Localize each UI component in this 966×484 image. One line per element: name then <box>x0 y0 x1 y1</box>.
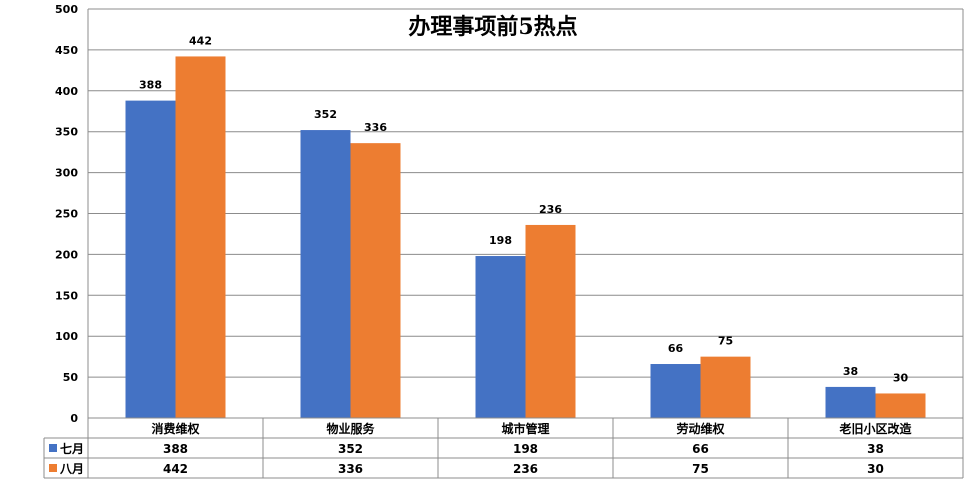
data-label: 66 <box>668 342 684 355</box>
data-label: 388 <box>139 79 162 92</box>
y-tick-label: 450 <box>55 44 78 57</box>
y-tick-label: 0 <box>70 412 78 425</box>
bar <box>300 130 351 418</box>
data-label: 236 <box>539 203 562 216</box>
legend-label: 八月 <box>59 462 84 476</box>
table-cell: 75 <box>692 462 709 476</box>
bar <box>825 386 876 418</box>
bar <box>125 100 176 418</box>
bar <box>525 224 576 418</box>
data-label: 198 <box>489 234 512 247</box>
y-tick-label: 50 <box>63 371 79 384</box>
data-label: 352 <box>314 108 337 121</box>
data-label: 38 <box>843 365 858 378</box>
legend-swatch <box>49 464 57 472</box>
y-tick-label: 500 <box>55 3 78 16</box>
x-tick-label: 城市管理 <box>501 421 549 436</box>
y-tick-label: 350 <box>55 126 78 139</box>
bar <box>175 56 226 418</box>
table-cell: 352 <box>338 442 363 456</box>
bars <box>125 56 926 419</box>
legend-label: 七月 <box>60 442 84 456</box>
y-tick-label: 250 <box>55 208 78 221</box>
y-tick-label: 100 <box>55 330 78 343</box>
bar <box>350 143 401 419</box>
data-label: 336 <box>364 121 387 134</box>
x-tick-label: 老旧小区改造 <box>839 421 912 436</box>
table-cell: 236 <box>513 462 538 476</box>
table-cell: 442 <box>163 462 188 476</box>
y-tick-label: 400 <box>55 85 78 98</box>
chart-title: 办理事项前5热点 <box>408 14 577 40</box>
table-cell: 30 <box>867 462 884 476</box>
y-tick-label: 150 <box>55 289 78 302</box>
bar <box>475 256 526 418</box>
x-tick-label: 消费维权 <box>151 421 200 436</box>
table-cell: 336 <box>338 462 363 476</box>
bar <box>650 364 701 418</box>
table-cell: 198 <box>513 442 538 456</box>
y-tick-label: 200 <box>55 248 78 261</box>
table-cell: 66 <box>692 442 709 456</box>
data-labels: 388 442 352 336 198 236 66 75 38 30 <box>139 34 908 384</box>
data-label: 75 <box>718 335 733 348</box>
table-cell: 388 <box>163 442 188 456</box>
x-tick-label: 物业服务 <box>326 421 375 436</box>
data-label: 30 <box>893 371 909 384</box>
bar <box>700 356 751 418</box>
y-axis-ticks: 0 50 100 150 200 250 300 350 400 450 500 <box>55 3 78 425</box>
y-tick-label: 300 <box>55 167 78 180</box>
table-cell: 38 <box>867 442 884 456</box>
x-tick-label: 劳动维权 <box>676 421 725 436</box>
data-label: 442 <box>189 34 212 47</box>
legend-swatch <box>49 444 57 452</box>
bar <box>875 393 926 418</box>
